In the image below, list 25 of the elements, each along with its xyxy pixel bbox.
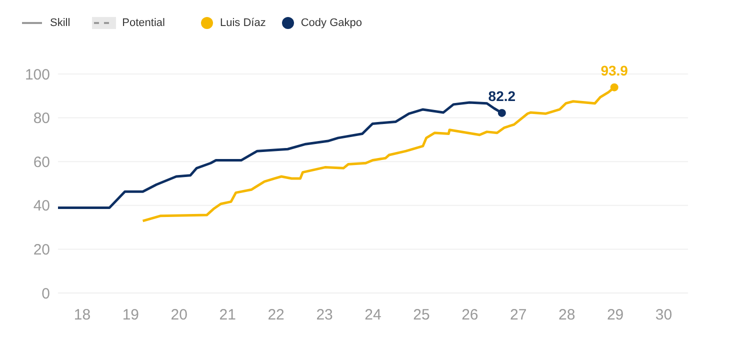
x-tick-label: 27 bbox=[510, 306, 527, 324]
y-tick-label: 0 bbox=[42, 285, 50, 302]
text: Skill bbox=[50, 17, 70, 29]
legend-label: Luis Díaz bbox=[220, 17, 266, 29]
x-tick-label: 29 bbox=[606, 306, 624, 324]
y-tick-label: 80 bbox=[33, 110, 50, 128]
x-tick-label: 19 bbox=[122, 306, 140, 324]
legend-label: Cody Gakpo bbox=[300, 17, 362, 29]
x-tick-label: 24 bbox=[364, 306, 382, 324]
x-tick-label: 21 bbox=[219, 306, 236, 324]
x-tick-label: 22 bbox=[268, 306, 284, 324]
x-tick-label: 30 bbox=[655, 306, 672, 324]
x-tick-label: 28 bbox=[558, 306, 576, 324]
x-tick-label: 23 bbox=[316, 306, 333, 324]
y-tick-label: 100 bbox=[24, 66, 50, 84]
x-tick-label: 25 bbox=[413, 306, 430, 324]
y-tick-label: 40 bbox=[33, 198, 50, 215]
x-tick-label: 18 bbox=[74, 306, 91, 324]
data-label: 82.2 bbox=[488, 88, 516, 104]
x-tick-label: 26 bbox=[462, 306, 478, 324]
y-tick-label: 20 bbox=[33, 242, 50, 259]
x-tick-label: 20 bbox=[170, 306, 188, 324]
y-tick-label: 60 bbox=[33, 154, 50, 171]
data-label: 93.9 bbox=[600, 62, 628, 78]
text: Potential bbox=[122, 17, 165, 29]
